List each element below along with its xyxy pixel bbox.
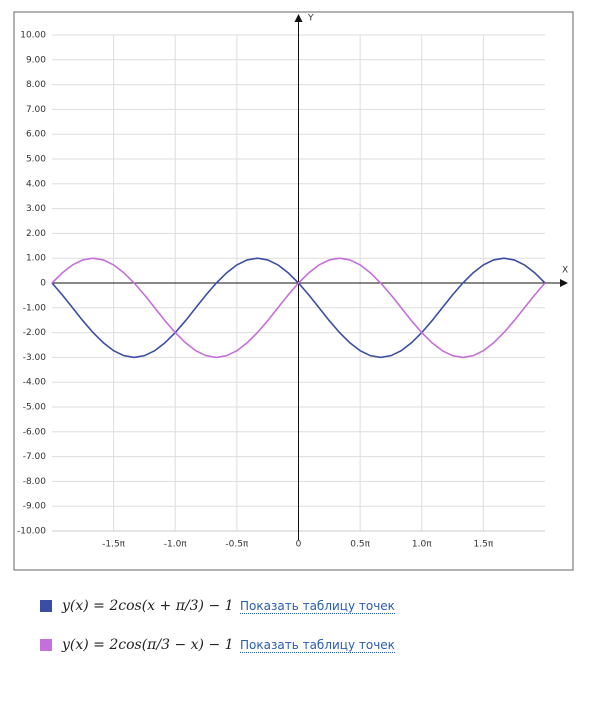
y-tick-label: 3.00 <box>26 204 46 214</box>
y-tick-label: -5.00 <box>23 403 47 413</box>
y-axis-label: Y <box>307 14 314 24</box>
y-tick-label: -1.00 <box>23 303 47 313</box>
y-tick-label: 5.00 <box>26 155 46 165</box>
y-tick-label: -2.00 <box>23 328 47 338</box>
legend-swatch <box>40 600 52 612</box>
x-tick-label: -1.5π <box>102 540 126 550</box>
legend-label: y(x) = 2cos(π/3 − x) − 1 <box>62 637 234 653</box>
y-tick-label: 8.00 <box>26 80 46 90</box>
legend-item: y(x) = 2cos(x + π/3) − 1 Показать таблиц… <box>40 598 395 614</box>
y-axis-arrow <box>294 14 303 22</box>
show-table-link[interactable]: Показать таблицу точек <box>240 637 395 653</box>
y-tick-label: 4.00 <box>26 179 46 189</box>
y-tick-label: 9.00 <box>26 55 46 65</box>
y-tick-label: 10.00 <box>20 31 46 41</box>
y-tick-label: 0 <box>40 279 46 289</box>
legend-label: y(x) = 2cos(x + π/3) − 1 <box>62 598 234 614</box>
x-tick-label: -0.5π <box>225 540 249 550</box>
y-tick-label: 1.00 <box>26 254 46 264</box>
x-axis-label: X <box>562 266 568 276</box>
x-tick-label: 0.5π <box>350 540 370 550</box>
y-tick-label: -10.00 <box>17 527 46 537</box>
chart: X Y 10.00 9.00 8.00 7.00 6.00 5.00 4.00 3.00 2.0… <box>13 11 574 571</box>
x-axis-arrow <box>560 279 568 287</box>
chart-frame <box>13 11 574 571</box>
y-tick-label: 7.00 <box>26 105 46 115</box>
legend-swatch <box>40 639 52 651</box>
y-tick-label: -8.00 <box>23 477 47 487</box>
y-tick-label: -3.00 <box>23 353 47 363</box>
y-tick-label: -7.00 <box>23 452 47 462</box>
x-tick-label: 0 <box>296 540 302 550</box>
x-tick-label: -1.0π <box>164 540 188 550</box>
y-tick-label: 6.00 <box>26 130 46 140</box>
show-table-link[interactable]: Показать таблицу точек <box>240 598 395 614</box>
series-line <box>51 257 546 359</box>
x-tick-label: 1.0π <box>412 540 432 550</box>
legend-item: y(x) = 2cos(π/3 − x) − 1 Показать таблиц… <box>40 637 395 653</box>
y-tick-label: 2.00 <box>26 229 46 239</box>
y-tick-label: -4.00 <box>23 378 47 388</box>
y-tick-label: -9.00 <box>23 502 47 512</box>
y-tick-label: -6.00 <box>23 427 47 437</box>
x-tick-label: 1.5π <box>474 540 494 550</box>
